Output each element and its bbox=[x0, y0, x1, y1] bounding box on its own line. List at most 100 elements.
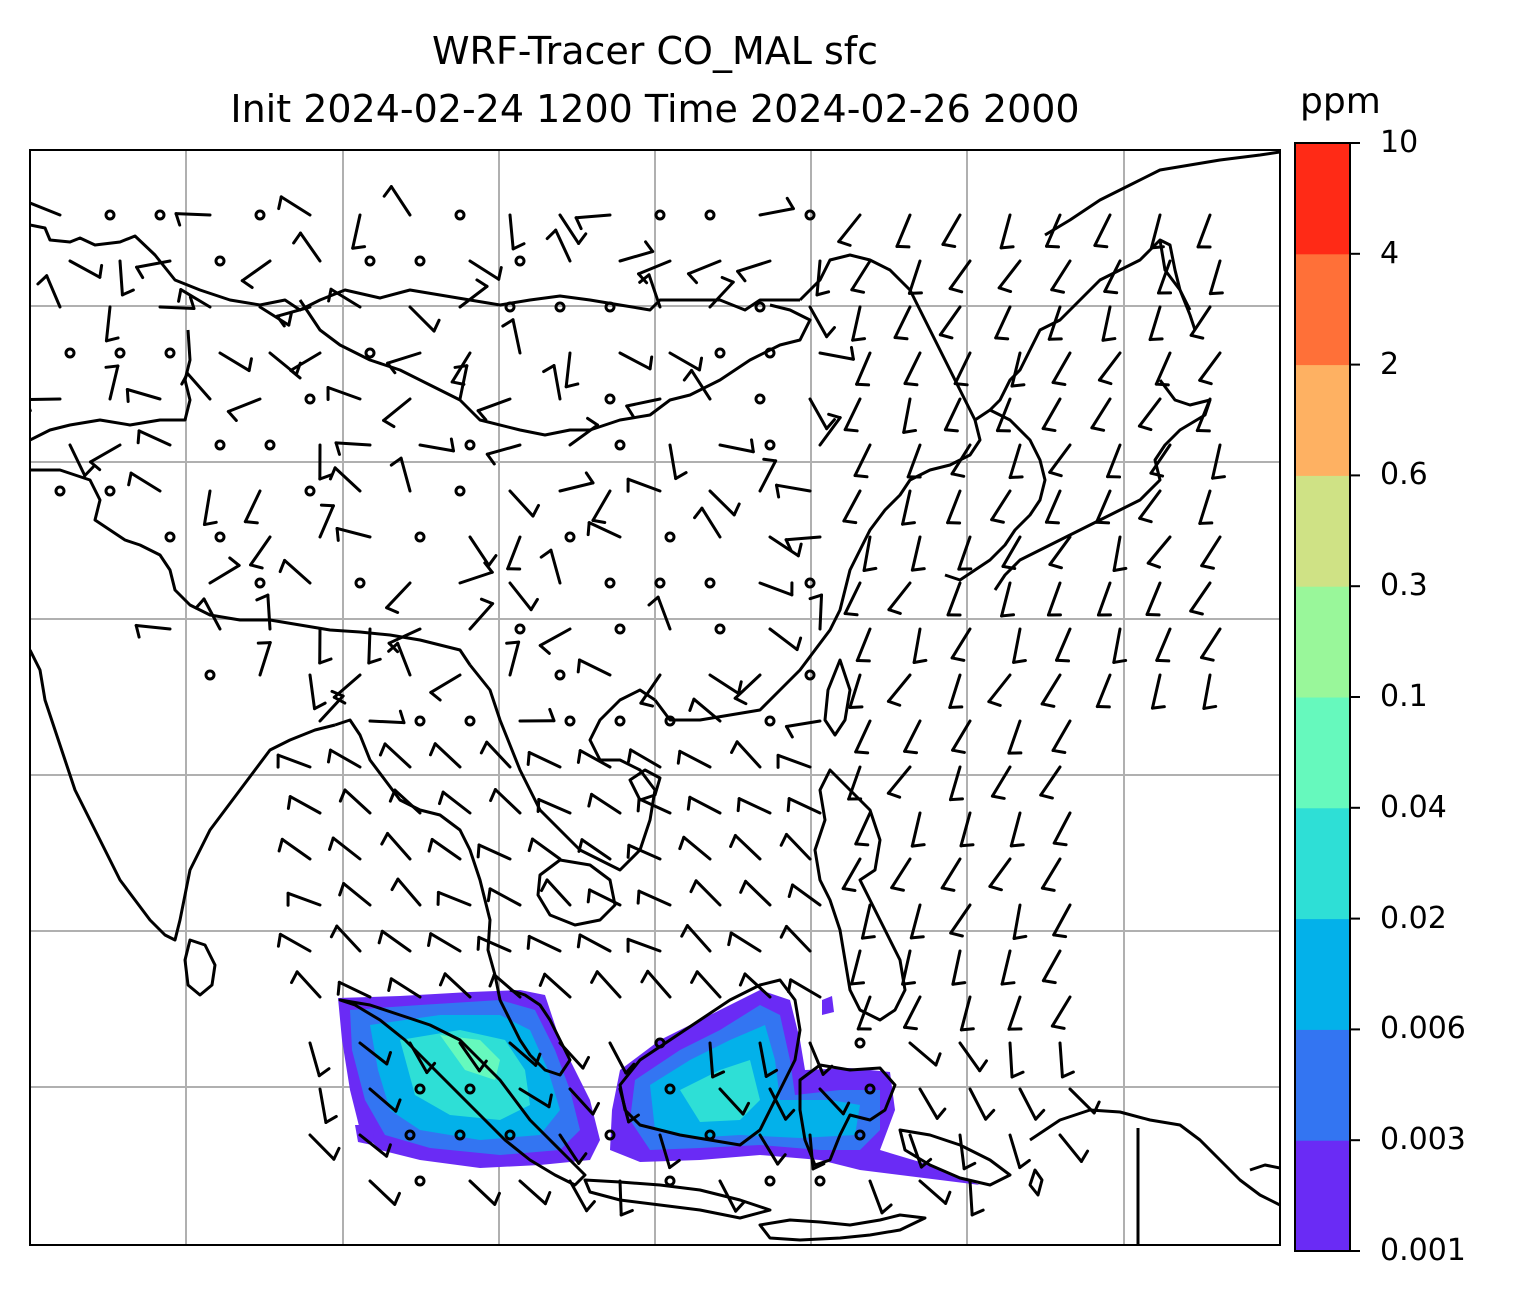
calm-circle bbox=[614, 623, 626, 635]
wind-barb-staff bbox=[337, 980, 372, 999]
wind-barb-staff bbox=[1195, 397, 1212, 433]
wind-barb-flag bbox=[640, 969, 650, 984]
wind-barb-flag bbox=[948, 705, 964, 709]
calm-circle bbox=[554, 301, 566, 313]
coastline-india bbox=[30, 649, 336, 942]
wind-barb-staff bbox=[1196, 213, 1212, 249]
wind-barb-flag bbox=[1150, 705, 1166, 710]
calm-circle bbox=[714, 347, 726, 359]
calm-circle bbox=[304, 393, 316, 405]
wind-barb-staff bbox=[280, 837, 312, 861]
wind-barb-staff bbox=[784, 719, 822, 729]
colorbar-tick-label: 4 bbox=[1380, 235, 1400, 271]
wind-barb-staff bbox=[278, 932, 312, 953]
wind-barb-staff bbox=[694, 879, 722, 907]
wind-barb-staff bbox=[1045, 213, 1062, 248]
wind-barb-flag bbox=[627, 1113, 640, 1124]
wind-barb-flag bbox=[808, 593, 824, 601]
wind-barb-flag bbox=[934, 1052, 942, 1067]
wind-barb-flag bbox=[1112, 566, 1128, 572]
wind-barb-staff bbox=[1012, 903, 1022, 940]
calm-circle bbox=[604, 1129, 616, 1141]
wind-barb-flag bbox=[738, 972, 747, 987]
calm-circle bbox=[614, 439, 626, 451]
wind-barb-staff bbox=[1157, 259, 1172, 295]
wind-barb-staff bbox=[1137, 397, 1162, 428]
coastline-malay-peninsula bbox=[493, 974, 572, 1077]
wind-barb-flag bbox=[1199, 656, 1215, 662]
wind-barb-staff bbox=[1001, 535, 1022, 568]
wind-barb-staff bbox=[558, 481, 595, 493]
wind-barb-flag bbox=[750, 438, 755, 454]
calm-circle bbox=[764, 347, 776, 359]
wind-barb-staff bbox=[1112, 535, 1122, 572]
wind-barb-flag bbox=[1000, 613, 1016, 618]
wind-barb-flag bbox=[497, 266, 503, 281]
wind-barb-flag bbox=[479, 597, 495, 606]
wind-barb-staff bbox=[626, 937, 662, 953]
wind-barb-staff bbox=[843, 581, 862, 616]
wind-barb-staff bbox=[758, 581, 794, 597]
wind-barb-flag bbox=[485, 452, 496, 466]
wind-barb-staff bbox=[678, 749, 712, 769]
coastline-philippines bbox=[813, 768, 907, 1022]
wind-barb-staff bbox=[1007, 719, 1022, 755]
calm-circle bbox=[804, 577, 816, 589]
wind-barb-flag bbox=[950, 656, 966, 662]
wind-barb-staff bbox=[1154, 351, 1172, 386]
wind-barb-staff bbox=[104, 305, 112, 343]
wind-barb-staff bbox=[396, 877, 422, 907]
wind-barb-staff bbox=[639, 673, 662, 705]
wind-barb-flag bbox=[540, 878, 549, 893]
wind-barb-flag bbox=[539, 548, 553, 559]
wind-barb-staff bbox=[45, 274, 62, 309]
coastline-myanmar bbox=[334, 718, 497, 976]
wind-barb-staff bbox=[768, 627, 799, 652]
wind-barb-staff bbox=[179, 288, 212, 309]
wind-barb-staff bbox=[389, 185, 412, 217]
wind-barb-staff bbox=[940, 857, 962, 890]
wind-barb-flag bbox=[501, 318, 515, 328]
wind-barb-flag bbox=[493, 1191, 501, 1206]
wind-barb-staff bbox=[243, 489, 262, 524]
wind-barb-flag bbox=[476, 843, 481, 859]
wind-barb-staff bbox=[1052, 811, 1072, 845]
wind-barb-staff bbox=[387, 627, 422, 645]
wind-barb-flag bbox=[854, 750, 870, 755]
wind-barb-flag bbox=[938, 333, 954, 340]
wind-barb-flag bbox=[317, 1067, 331, 1078]
colorbar-tick-label: 0.6 bbox=[1380, 457, 1428, 493]
wind-barb-flag bbox=[98, 263, 104, 279]
wind-barb-flag bbox=[827, 412, 842, 420]
calm-circle bbox=[414, 1083, 426, 1095]
calm-circle bbox=[764, 439, 776, 451]
wind-barb-staff bbox=[818, 351, 855, 361]
wind-barb-flag bbox=[1112, 658, 1128, 664]
calm-circle bbox=[504, 301, 516, 313]
wind-barb-flag bbox=[334, 441, 341, 456]
wind-barb-staff bbox=[554, 228, 572, 263]
wind-barb-staff bbox=[368, 1087, 398, 1113]
wind-barb-staff bbox=[994, 305, 1012, 340]
wind-barb-flag bbox=[449, 437, 455, 453]
wind-barb-staff bbox=[988, 857, 1012, 888]
wind-barb-flag bbox=[887, 608, 902, 615]
calm-circle bbox=[764, 715, 776, 727]
wind-barb-flag bbox=[527, 837, 534, 853]
wind-barb-staff bbox=[318, 1087, 328, 1124]
wind-barb-flag bbox=[786, 797, 791, 813]
wind-barb-staff bbox=[789, 978, 822, 999]
wind-barb-flag bbox=[336, 980, 341, 996]
coastline-korea bbox=[944, 408, 1047, 582]
wind-barb-staff bbox=[334, 441, 372, 447]
wind-barb-staff bbox=[1040, 857, 1062, 890]
map-subtitle: Init 2024-02-24 1200 Time 2024-02-26 200… bbox=[230, 87, 1080, 131]
wind-barb-flag bbox=[1208, 291, 1224, 296]
wind-barb-flag bbox=[576, 749, 582, 764]
wind-barb-staff bbox=[842, 489, 862, 523]
wind-barb-staff bbox=[908, 1133, 923, 1169]
wind-barb-flag bbox=[177, 288, 183, 303]
wind-barb-staff bbox=[331, 836, 362, 861]
wind-barb-staff bbox=[708, 280, 735, 309]
wind-barb-flag bbox=[1148, 337, 1164, 342]
